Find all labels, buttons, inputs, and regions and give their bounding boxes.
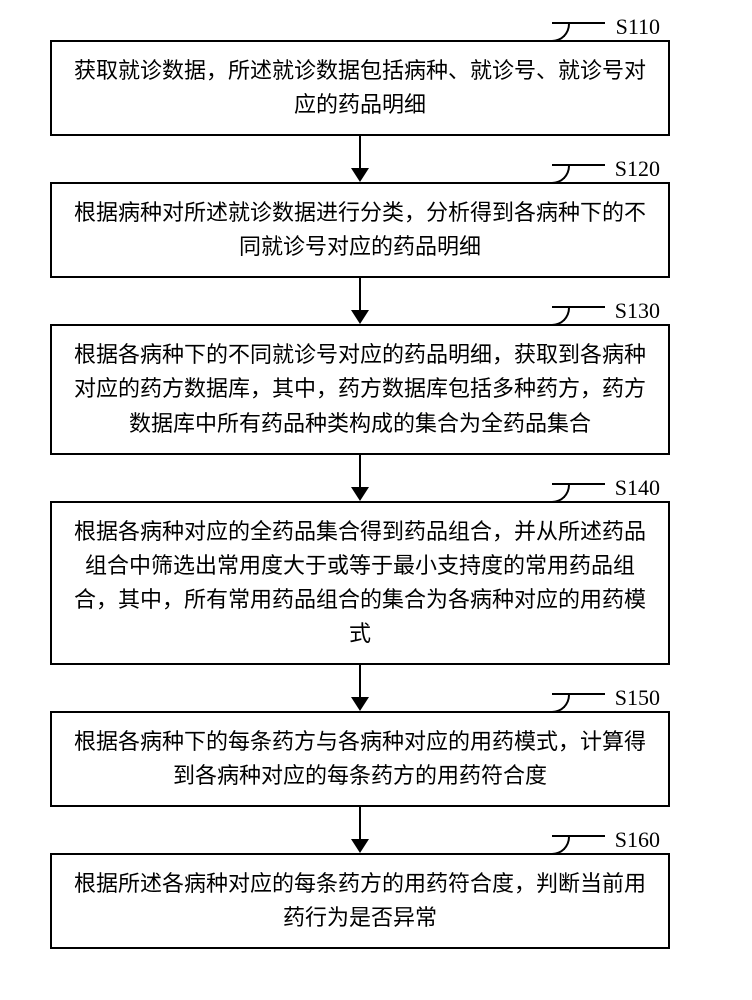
label-connector-line: [552, 164, 605, 166]
flow-arrow: [50, 455, 670, 501]
step-box: 获取就诊数据，所述就诊数据包括病种、就诊号、就诊号对应的药品明细: [50, 40, 670, 136]
step-label: S130: [615, 298, 660, 324]
arrow-head-icon: [351, 310, 369, 324]
flow-arrow: [50, 807, 670, 853]
label-connector-line: [552, 306, 605, 308]
step-box: 根据各病种下的每条药方与各病种对应的用药模式，计算得到各病种对应的每条药方的用药…: [50, 711, 670, 807]
label-connector-line: [552, 835, 605, 837]
step-label: S150: [615, 685, 660, 711]
step-label: S160: [615, 827, 660, 853]
arrow-head-icon: [351, 839, 369, 853]
arrow-head-icon: [351, 168, 369, 182]
arrow-head-icon: [351, 487, 369, 501]
arrow-shaft: [359, 807, 361, 839]
label-connector-line: [552, 693, 605, 695]
flow-arrow: [50, 665, 670, 711]
step-box: 根据各病种对应的全药品集合得到药品组合，并从所述药品组合中筛选出常用度大于或等于…: [50, 501, 670, 665]
arrow-shaft: [359, 136, 361, 168]
step-box: 根据病种对所述就诊数据进行分类，分析得到各病种下的不同就诊号对应的药品明细: [50, 182, 670, 278]
arrow-shaft: [359, 665, 361, 697]
arrow-head-icon: [351, 697, 369, 711]
arrow-shaft: [359, 278, 361, 310]
label-connector-line: [552, 483, 605, 485]
step-box: 根据各病种下的不同就诊号对应的药品明细，获取到各病种对应的药方数据库，其中，药方…: [50, 324, 670, 454]
label-connector-curve: [550, 22, 570, 42]
step-label: S120: [615, 156, 660, 182]
flow-arrow: [50, 278, 670, 324]
flow-arrow: [50, 136, 670, 182]
flow-step: S150根据各病种下的每条药方与各病种对应的用药模式，计算得到各病种对应的每条药…: [50, 711, 670, 807]
step-box: 根据所述各病种对应的每条药方的用药符合度，判断当前用药行为是否异常: [50, 853, 670, 949]
flow-step: S140根据各病种对应的全药品集合得到药品组合，并从所述药品组合中筛选出常用度大…: [50, 501, 670, 665]
flow-step: S130根据各病种下的不同就诊号对应的药品明细，获取到各病种对应的药方数据库，其…: [50, 324, 670, 454]
arrow-shaft: [359, 455, 361, 487]
step-label: S140: [615, 475, 660, 501]
flow-step: S120根据病种对所述就诊数据进行分类，分析得到各病种下的不同就诊号对应的药品明…: [50, 182, 670, 278]
step-label: S110: [616, 14, 660, 40]
flow-step: S160根据所述各病种对应的每条药方的用药符合度，判断当前用药行为是否异常: [50, 853, 670, 949]
flow-step: S110获取就诊数据，所述就诊数据包括病种、就诊号、就诊号对应的药品明细: [50, 40, 670, 136]
flowchart: S110获取就诊数据，所述就诊数据包括病种、就诊号、就诊号对应的药品明细 S120…: [50, 40, 670, 949]
label-connector-line: [552, 22, 605, 24]
